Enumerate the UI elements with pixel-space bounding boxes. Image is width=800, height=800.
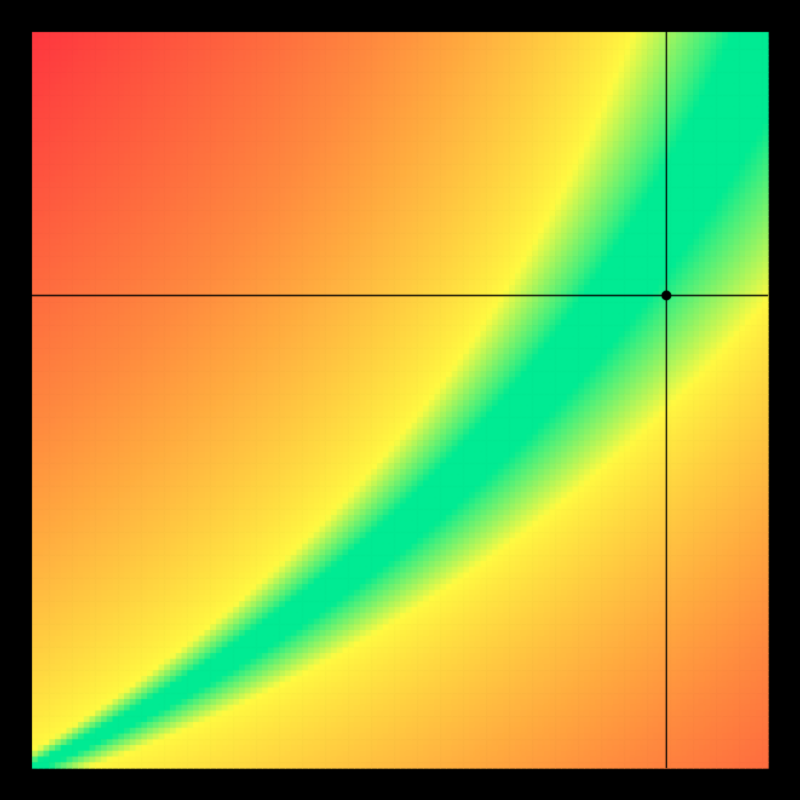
bottleneck-heatmap-canvas	[0, 0, 800, 800]
chart-container: TheBottleneck.com	[0, 0, 800, 800]
